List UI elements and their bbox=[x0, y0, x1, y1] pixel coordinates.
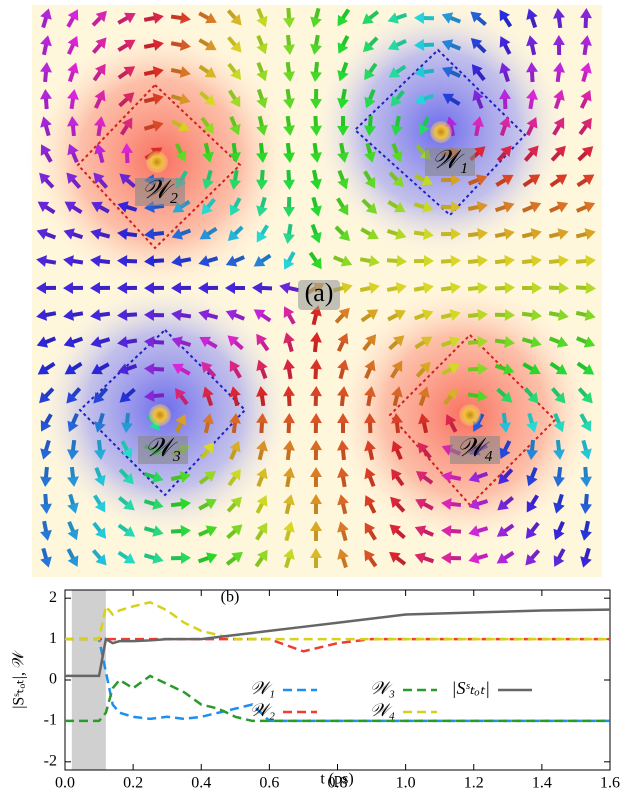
skyrmion-label: 𝒲₂ bbox=[142, 175, 178, 204]
y-tick-label: 2 bbox=[49, 589, 57, 606]
skyrmion-center bbox=[430, 121, 452, 143]
skyrmion-center bbox=[149, 404, 171, 426]
plot-frame bbox=[65, 590, 610, 770]
x-tick-label: 1.6 bbox=[600, 775, 620, 789]
legend-label: 𝒲₁ bbox=[250, 678, 275, 698]
x-tick-label: 0.8 bbox=[328, 775, 348, 789]
y-tick-label: 1 bbox=[49, 630, 57, 647]
y-tick-label: -2 bbox=[44, 752, 57, 769]
x-tick-label: 0.4 bbox=[191, 775, 211, 789]
series-line bbox=[65, 676, 610, 721]
spin-texture-panel: 𝒲₁ 𝒲₂ 𝒲₃ 𝒲₄ (a) bbox=[25, 0, 602, 577]
series-line bbox=[65, 639, 610, 721]
series-line bbox=[65, 602, 610, 639]
x-tick-label: 1.0 bbox=[396, 775, 416, 789]
y-tick-label: 0 bbox=[49, 671, 57, 688]
skyrmion-label: 𝒲₁ bbox=[432, 145, 468, 174]
legend-label: 𝒲₃ bbox=[370, 678, 395, 698]
legend-label: 𝒲₄ bbox=[370, 700, 395, 720]
x-tick-label: 0.2 bbox=[123, 775, 143, 789]
x-tick-label: 1.2 bbox=[464, 775, 484, 789]
y-tick-label: -1 bbox=[44, 712, 57, 729]
x-tick-label: 1.4 bbox=[532, 775, 552, 789]
shaded-region bbox=[72, 590, 106, 770]
legend-label: 𝒲₂ bbox=[250, 700, 275, 720]
legend-label: |Sˢₜₒₜ| bbox=[452, 678, 490, 698]
panel-label: (b) bbox=[221, 589, 240, 606]
x-tick-label: 0.0 bbox=[55, 775, 75, 789]
panel-label: (a) bbox=[305, 278, 334, 307]
y-axis-label: |Sˢₜₒₜ|, 𝒲 bbox=[11, 650, 28, 709]
x-tick-label: 0.6 bbox=[259, 775, 279, 789]
skyrmion-center bbox=[146, 151, 168, 173]
series-line bbox=[65, 610, 610, 676]
skyrmion-label: 𝒲₃ bbox=[145, 433, 181, 462]
skyrmion-label: 𝒲₄ bbox=[457, 433, 493, 462]
skyrmion-center bbox=[459, 404, 481, 426]
